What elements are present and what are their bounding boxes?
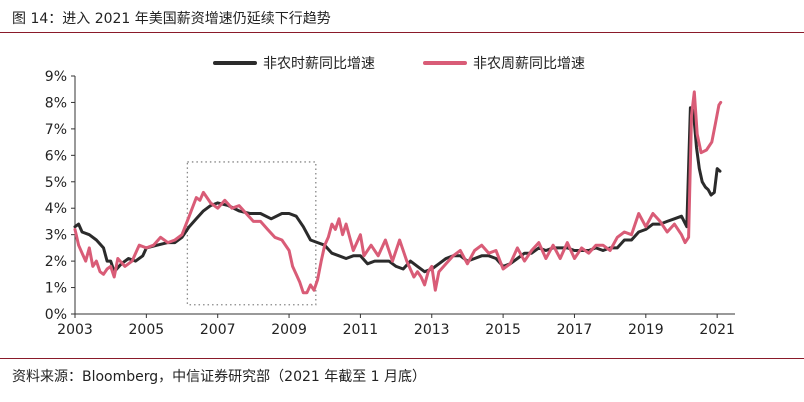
line-chart: 0% 1% 2% 3% 4% 5% 6% 7% 8% 9% 2003 2005 2007 2009 2011… [45,56,735,338]
title-rule [0,32,804,33]
x-tick-label: 2011 [343,322,379,338]
source-rule [0,358,804,359]
x-tick-label: 2009 [271,322,307,338]
y-tick-label: 0% [45,307,67,323]
y-tick-label: 1% [45,281,67,297]
y-tick-label: 5% [45,175,67,191]
y-tick-label: 8% [45,95,67,111]
y-tick-label: 9% [45,69,67,85]
x-tick-label: 2021 [699,322,735,338]
y-tick-label: 6% [45,148,67,164]
y-tick-label: 4% [45,201,67,217]
legend-label: 非农周薪同比增速 [473,56,585,72]
x-tick-label: 2007 [200,322,236,338]
x-tick-label: 2013 [414,322,450,338]
y-tick-label: 3% [45,228,67,244]
figure-title: 图 14：进入 2021 年美国薪资增速仍延续下行趋势 [12,11,331,27]
source-note: 资料来源：Bloomberg，中信证券研究部（2021 年截至 1 月底） [12,369,427,385]
y-tick-label: 7% [45,122,67,138]
series-line-hourly-wage [73,106,722,274]
series-line-weekly-wage [73,90,723,295]
y-tick-label: 2% [45,254,67,270]
chart-area: 0% 1% 2% 3% 4% 5% 6% 7% 8% 9% 2003 2005 2007 2009 2011… [0,36,804,354]
x-tick-label: 2005 [129,322,165,338]
x-tick-label: 2003 [57,322,93,338]
highlight-box [186,161,317,306]
legend-label: 非农时薪同比增速 [263,56,375,72]
x-tick-label: 2017 [557,322,593,338]
x-tick-label: 2015 [485,322,521,338]
x-tick-label: 2019 [628,322,664,338]
